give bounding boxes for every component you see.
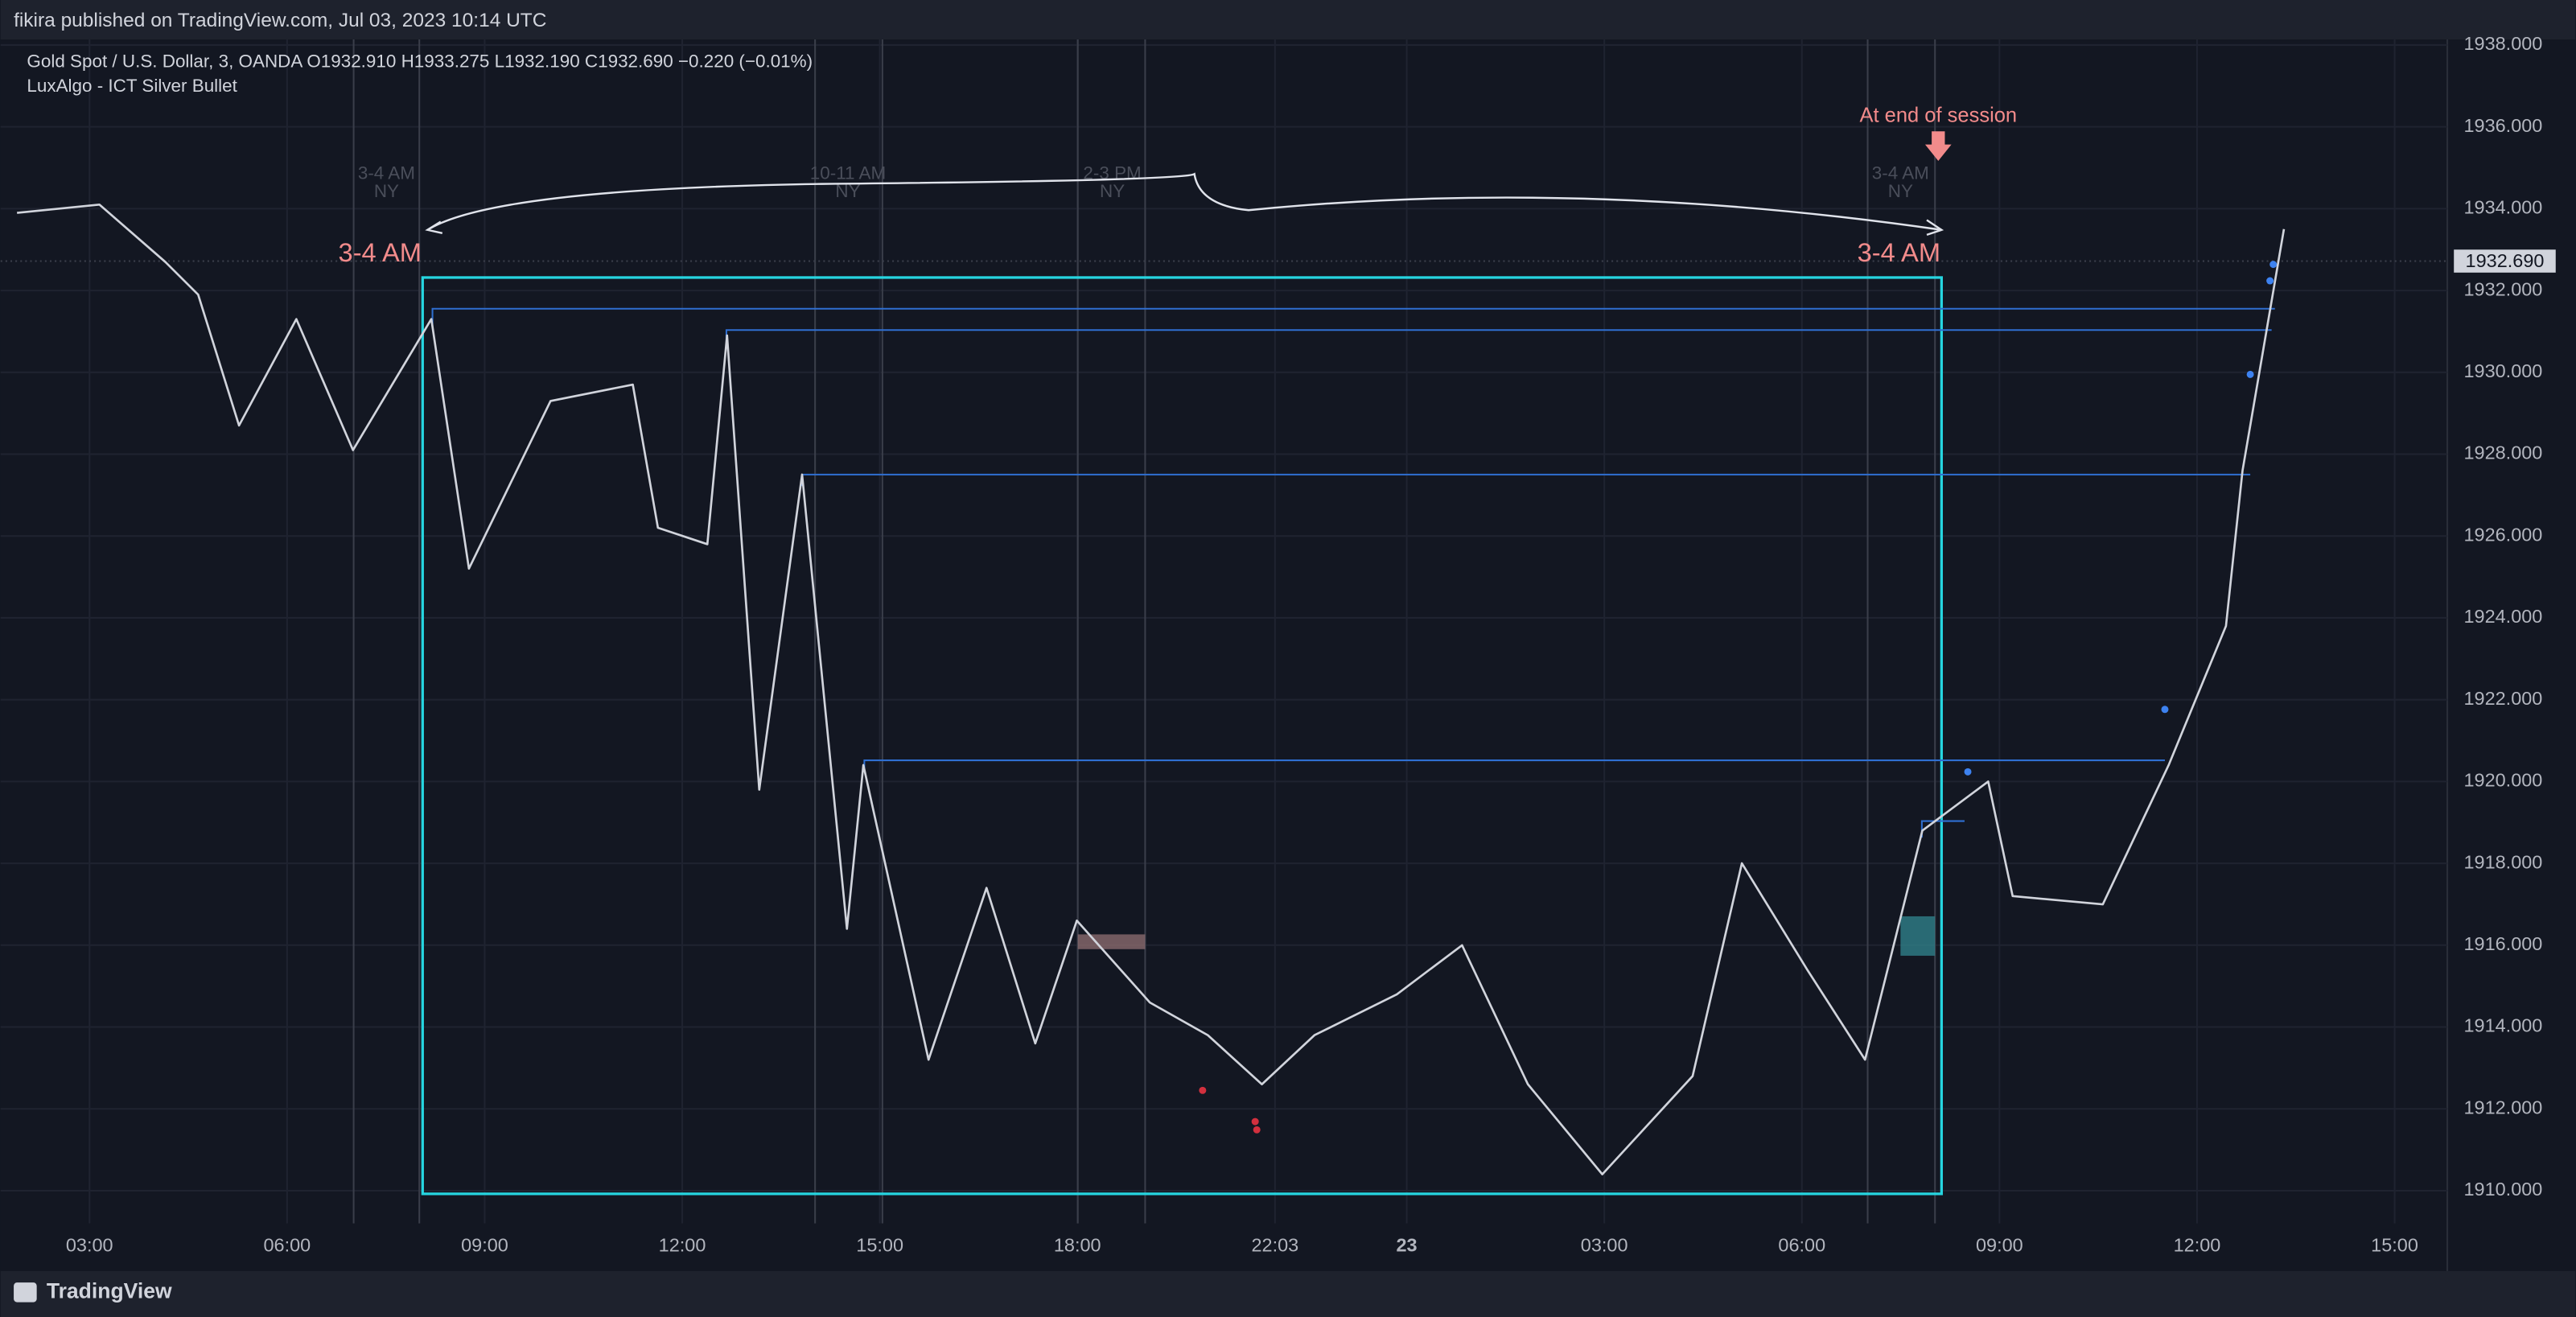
session-label-left: 3-4 AM bbox=[339, 237, 422, 267]
x-tick-label: 22:03 bbox=[1251, 1234, 1298, 1255]
y-tick-label: 1920.000 bbox=[2463, 770, 2542, 791]
session-city: NY bbox=[1100, 181, 1125, 201]
x-tick-label: 06:00 bbox=[1778, 1234, 1825, 1255]
y-tick-label: 1928.000 bbox=[2463, 442, 2542, 463]
bottom-bar bbox=[0, 1270, 2576, 1317]
dot bbox=[2161, 706, 2169, 714]
session-label-right: 3-4 AM bbox=[1858, 237, 1940, 267]
dot bbox=[1199, 1086, 1207, 1094]
fvg-bear bbox=[1077, 934, 1146, 949]
y-tick-label: 1934.000 bbox=[2463, 197, 2542, 218]
logo bbox=[14, 1282, 37, 1303]
y-tick-label: 1914.000 bbox=[2463, 1015, 2542, 1036]
session-lines bbox=[352, 39, 1936, 1224]
end-session-note: At end of session bbox=[1859, 105, 2017, 127]
session-name: 3-4 AM bbox=[1872, 163, 1929, 183]
dots-blue bbox=[1964, 261, 2278, 776]
top-bar bbox=[0, 0, 2576, 39]
header: fikira published on TradingView.com, Jul… bbox=[14, 10, 546, 31]
dot bbox=[1251, 1117, 1259, 1126]
x-tick-label: 15:00 bbox=[856, 1234, 903, 1255]
session-name: 3-4 AM bbox=[358, 163, 415, 183]
price-line bbox=[17, 204, 2286, 1175]
dot bbox=[1964, 768, 1972, 776]
brace-arrows bbox=[425, 219, 1944, 237]
dot bbox=[2266, 277, 2274, 285]
dots-red bbox=[1199, 1086, 1261, 1134]
session-city: NY bbox=[1888, 181, 1913, 201]
session-name: 10-11 AM bbox=[810, 163, 886, 183]
legend-indicator: LuxAlgo - ICT Silver Bullet bbox=[27, 76, 237, 96]
y-tick-label: 1926.000 bbox=[2463, 524, 2542, 545]
session-city: NY bbox=[374, 181, 399, 201]
x-tick-label: 03:00 bbox=[66, 1234, 113, 1255]
x-tick-label: 23 bbox=[1397, 1234, 1418, 1255]
dot bbox=[2269, 261, 2278, 269]
y-tick-label: 1932.000 bbox=[2463, 278, 2542, 299]
x-tick-label: 15:00 bbox=[2371, 1234, 2418, 1255]
y-tick-label: 1930.000 bbox=[2463, 360, 2542, 381]
y-tick-label: 1936.000 bbox=[2463, 115, 2542, 136]
y-tick-label: 1918.000 bbox=[2463, 851, 2542, 872]
dot bbox=[2246, 370, 2254, 378]
x-tick-label: 12:00 bbox=[659, 1234, 706, 1255]
y-tick-label: 1910.000 bbox=[2463, 1179, 2542, 1200]
x-tick-label: 06:00 bbox=[263, 1234, 311, 1255]
x-tick-label: 03:00 bbox=[1581, 1234, 1628, 1255]
y-tick-label: 1916.000 bbox=[2463, 933, 2542, 954]
x-tick-label: 09:00 bbox=[1976, 1234, 2023, 1255]
x-tick-label: 12:00 bbox=[2174, 1234, 2221, 1255]
brace bbox=[426, 172, 1942, 231]
legend-title: Gold Spot / U.S. Dollar, 3, OANDA O1932.… bbox=[27, 51, 813, 72]
x-tick-label: 18:00 bbox=[1054, 1234, 1101, 1255]
fvg-bull bbox=[1900, 916, 1936, 956]
last-price-tag bbox=[2454, 249, 2556, 273]
x-tick-label: 09:00 bbox=[461, 1234, 508, 1255]
y-tick-label: 1938.000 bbox=[2463, 33, 2542, 54]
y-tick-label: 1924.000 bbox=[2463, 606, 2542, 627]
y-tick-label: 1912.000 bbox=[2463, 1097, 2542, 1117]
session-box bbox=[421, 276, 1944, 1196]
footer: TradingView bbox=[47, 1278, 172, 1303]
last-price-label: 1932.690 bbox=[2466, 250, 2545, 271]
y-tick-label: 1922.000 bbox=[2463, 688, 2542, 709]
dot bbox=[1253, 1126, 1261, 1134]
grid bbox=[0, 39, 2448, 1224]
